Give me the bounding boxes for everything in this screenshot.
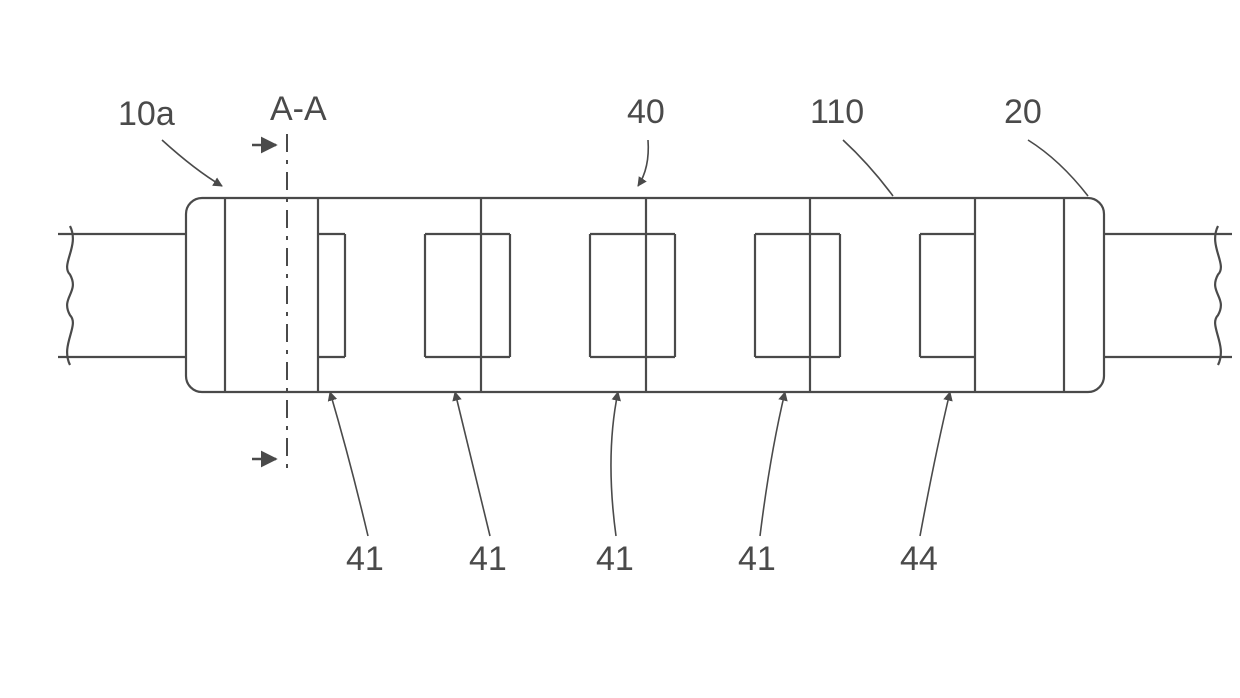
leader-41c <box>611 392 618 536</box>
label-44: 44 <box>900 540 938 578</box>
leader-44 <box>920 392 950 536</box>
label-AA: A-A <box>270 90 327 128</box>
leader-20 <box>1028 140 1088 196</box>
break-mark <box>1215 226 1221 365</box>
label-10a: 10a <box>118 95 175 133</box>
break-mark <box>67 226 73 365</box>
patent-diagram: 10a A-A 40 110 20 41 41 41 41 44 <box>0 0 1240 698</box>
leader-110 <box>843 140 893 196</box>
label-41b: 41 <box>469 540 507 578</box>
leader-40 <box>638 140 648 186</box>
label-110: 110 <box>810 93 864 131</box>
leader-41b <box>455 392 490 536</box>
label-41a: 41 <box>346 540 384 578</box>
leader-41d <box>760 392 785 536</box>
label-41d: 41 <box>738 540 776 578</box>
label-20: 20 <box>1004 93 1042 131</box>
leader-10a <box>162 140 222 186</box>
label-41c: 41 <box>596 540 634 578</box>
leader-41a <box>330 392 368 536</box>
label-40: 40 <box>627 93 665 131</box>
